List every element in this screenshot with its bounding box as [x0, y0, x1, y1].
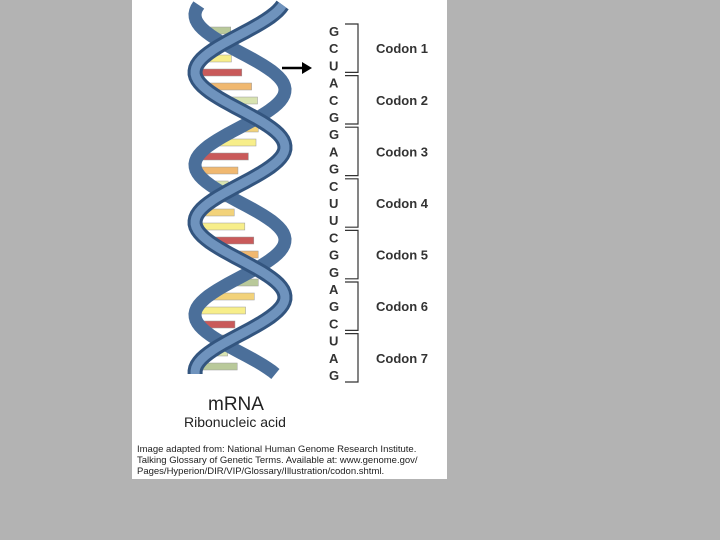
- base-letter: G: [329, 110, 339, 125]
- codon-label: Codon 3: [376, 144, 428, 159]
- base-letter: U: [329, 196, 338, 211]
- caption-line: Talking Glossary of Genetic Terms. Avail…: [137, 455, 418, 466]
- base-letter: C: [329, 230, 339, 245]
- base-letter: G: [329, 162, 339, 177]
- base-letter: G: [329, 265, 339, 280]
- codon-bracket: [345, 126, 359, 177]
- base-letter: C: [329, 41, 339, 56]
- base-letter: G: [329, 248, 339, 263]
- caption: Image adapted from: National Human Genom…: [137, 444, 418, 477]
- base-letter: G: [329, 127, 339, 142]
- strand-highlight: [190, 2, 290, 374]
- caption-line: Pages/Hyperion/DIR/VIP/Glossary/Illustra…: [137, 466, 384, 477]
- codon-label: Codon 7: [376, 351, 428, 366]
- base-letter: G: [329, 368, 339, 383]
- base-letter: A: [329, 351, 339, 366]
- base-letter: C: [329, 93, 339, 108]
- base-letter: A: [329, 282, 339, 297]
- codon-label: Codon 4: [376, 196, 429, 211]
- arrow: [282, 62, 312, 74]
- codon-bracket: [345, 281, 359, 331]
- codon-label: Codon 6: [376, 299, 428, 314]
- caption-line: Image adapted from: National Human Genom…: [137, 444, 416, 455]
- codon-bracket: [345, 229, 359, 280]
- base-letter: A: [329, 76, 339, 91]
- base-letter: G: [329, 24, 339, 39]
- base-letter: C: [329, 316, 339, 331]
- codon-bracket: [345, 178, 359, 228]
- base-letter: U: [329, 213, 338, 228]
- codon-bracket: [345, 75, 359, 125]
- codon-bracket: [345, 23, 359, 73]
- codon-label: Codon 5: [376, 248, 428, 263]
- base-letter: U: [329, 334, 338, 349]
- base-letter: C: [329, 179, 339, 194]
- base-letter: G: [329, 299, 339, 314]
- helix: [187, 0, 293, 380]
- base-letter: U: [329, 58, 338, 73]
- codon-bracket: [345, 333, 359, 383]
- codon-label: Codon 1: [376, 41, 428, 56]
- base-letter: A: [329, 144, 339, 159]
- subtitle: Ribonucleic acid: [184, 414, 286, 430]
- codon-label: Codon 2: [376, 93, 428, 108]
- title: mRNA: [208, 394, 264, 415]
